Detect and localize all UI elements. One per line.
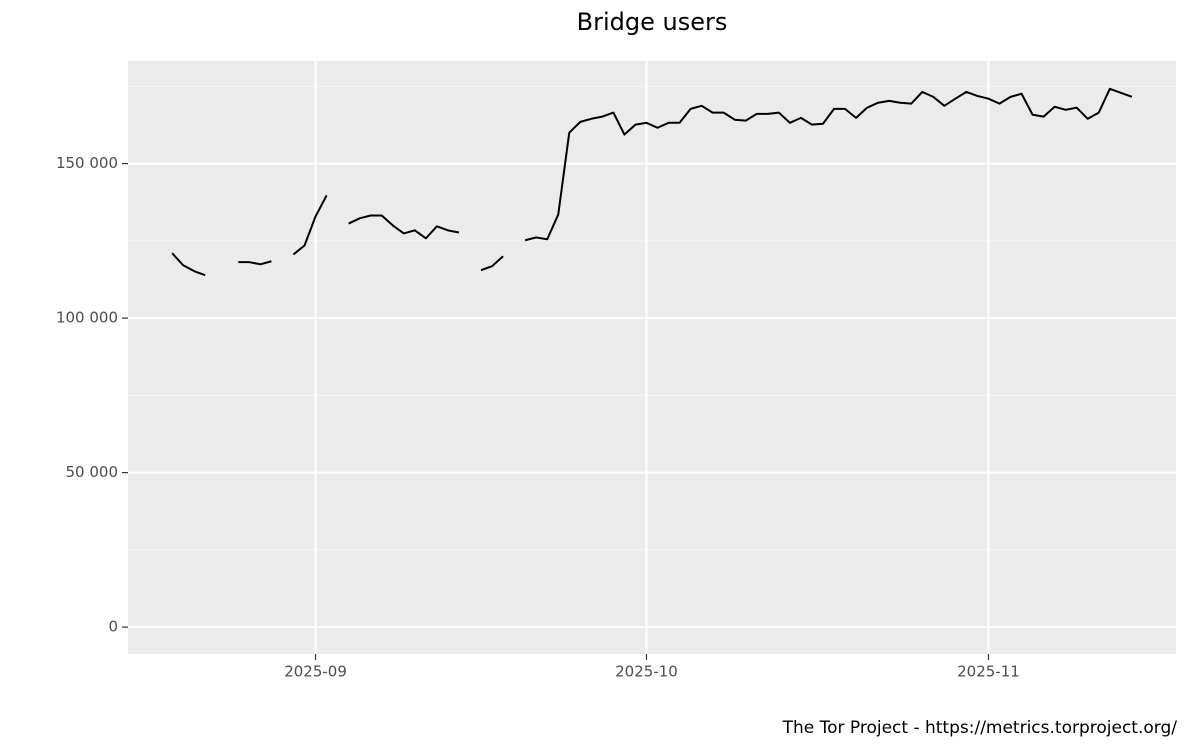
panel: [128, 61, 1176, 654]
line: [171, 87, 1133, 277]
x-tick-label: 2025-11: [957, 663, 1020, 681]
x-tick-label: 2025-09: [284, 663, 347, 681]
y-tick-label: 150 000: [56, 154, 118, 172]
chart-title: Bridge users: [577, 8, 728, 36]
caption: The Tor Project - https://metrics.torpro…: [782, 718, 1178, 738]
y-tick-label: 0: [108, 618, 118, 636]
y-tick-label: 50 000: [66, 463, 119, 481]
y-tick-label: 100 000: [56, 309, 118, 327]
x-tick-label: 2025-10: [615, 663, 678, 681]
